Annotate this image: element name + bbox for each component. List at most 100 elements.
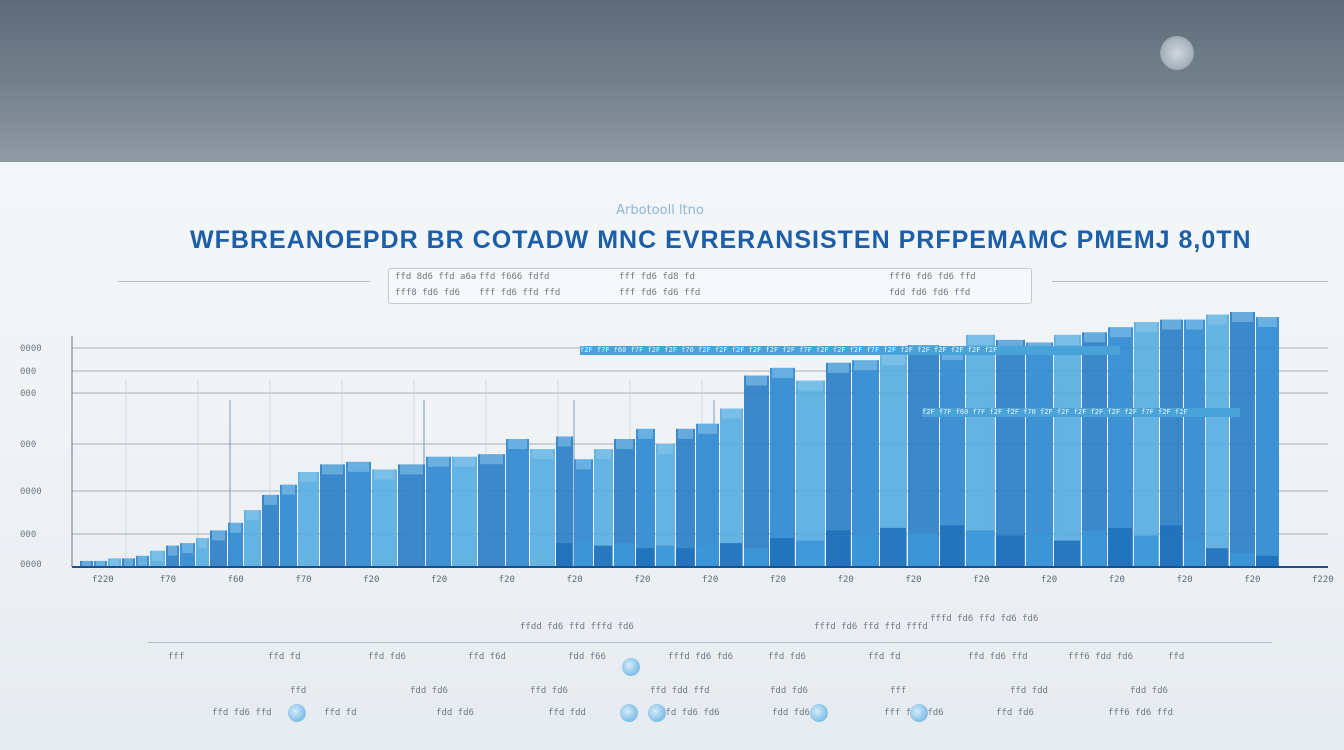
bar (770, 367, 795, 566)
footer-cell: ffd f6d (468, 652, 506, 662)
y-tick-label: 000 (20, 440, 37, 450)
bar-cap (772, 367, 793, 378)
bar (1054, 334, 1081, 566)
bar-cap (400, 464, 423, 475)
bar-secondary (1184, 540, 1204, 566)
bar-cap (558, 436, 571, 447)
footer-cell: ffd fd6 (768, 652, 806, 662)
bar-secondary (720, 543, 742, 566)
bar-cap (454, 456, 475, 467)
legend: ffd 8d6 ffd a6a fff8 fd6 fd6 ffd f666 fd… (388, 268, 1032, 304)
bar (614, 439, 635, 566)
bar-cap (798, 380, 823, 391)
bar-cap (596, 449, 611, 460)
bar (966, 334, 995, 566)
bar (1206, 314, 1229, 566)
bar-secondary (996, 535, 1024, 566)
bar-secondary (594, 545, 612, 566)
x-tick-label: f20 (769, 575, 787, 585)
bar-secondary (1206, 548, 1228, 566)
footer-cell: ffd fdd (1010, 686, 1048, 696)
bar-secondary (556, 543, 572, 566)
bar-cap (882, 355, 905, 366)
footer-cell: ffd fd6 (368, 652, 406, 662)
bar (298, 472, 319, 566)
footer-cell: fdd fd6 (1130, 686, 1168, 696)
chart-title: WFBREANOEPDR BR COTADW MNC EVRERANSISTEN… (190, 226, 1252, 254)
x-tick-label: f20 (1244, 575, 1261, 585)
marker-dot (810, 704, 828, 722)
x-tick-label: f20 (566, 575, 583, 585)
bar-cap (246, 510, 259, 521)
y-tick-label: 0000 (20, 344, 42, 354)
bar-cap (1186, 319, 1203, 330)
bar-secondary (656, 545, 674, 566)
bar-secondary (696, 545, 718, 566)
legend-item-2-bottom: fff fd6 ffd ffd (479, 288, 561, 298)
x-tick-label: f20 (363, 575, 380, 585)
bar-cap (658, 444, 673, 455)
bar (676, 428, 695, 566)
x-tick-label: f60 (227, 575, 244, 585)
x-tick-label: f220 (1312, 575, 1334, 585)
footer-cell: fdd fd6 (436, 708, 474, 718)
bar-cap (110, 558, 119, 566)
bar (1108, 327, 1133, 566)
footer-cell: fdd fd6 (770, 686, 808, 696)
bar (346, 461, 371, 566)
footer-caption: ffdd fd6 ffd fffd fd6 (520, 622, 634, 632)
bar-cap (1208, 314, 1227, 325)
y-tick-label: 000 (20, 389, 37, 399)
bar-secondary (636, 548, 654, 566)
bar-secondary (1054, 540, 1080, 566)
bar-cap (82, 560, 91, 566)
bar (594, 449, 613, 566)
bar-secondary (676, 548, 694, 566)
bar-cap (828, 362, 849, 373)
legend-item-3-bottom: fff fd6 fd6 ffd (619, 288, 701, 298)
y-tick-label: 0000 (20, 560, 42, 570)
footer-cell: ffd fd6 (530, 686, 568, 696)
footer-cell: fffd fd6 fd6 (668, 652, 734, 662)
footer-cell: ffd fd6 ffd (968, 652, 1028, 662)
footer-cell: ffd (290, 686, 307, 696)
bar-cap (300, 472, 317, 483)
ceiling-light (1160, 36, 1194, 70)
bar-cap (576, 459, 591, 470)
bar-cap (348, 461, 369, 472)
bar-cap (968, 334, 993, 345)
x-tick-label: f20 (1040, 575, 1058, 585)
bar (228, 522, 243, 566)
marker-dot (622, 658, 640, 676)
bar-secondary (966, 530, 994, 566)
bar-cap (1162, 319, 1181, 330)
x-tick-label: f20 (1108, 575, 1125, 585)
bar-cap (1232, 312, 1253, 322)
highlight-band-upper: f2F f7F f60 f7F f2F f2F f70 f2F f2F f2F … (580, 346, 1120, 355)
x-tick-label: f20 (837, 575, 854, 585)
bar-cap (998, 339, 1023, 350)
y-tick-label: 000 (20, 530, 37, 540)
y-tick-label: 0000 (20, 487, 42, 497)
bar-secondary (1082, 530, 1106, 566)
bar-secondary (852, 535, 878, 566)
bar-cap (508, 439, 527, 449)
bar (320, 464, 345, 566)
bar (372, 469, 397, 566)
bar (1256, 317, 1279, 566)
bar-cap (1110, 327, 1131, 338)
bar-cap (428, 456, 449, 467)
bar-secondary (1108, 527, 1132, 566)
bar (398, 464, 425, 566)
legend-item-4-bottom: fdd fd6 fd6 ffd (889, 288, 971, 298)
bar (1184, 319, 1205, 566)
x-tick-label: f70 (295, 575, 312, 585)
bar (996, 339, 1025, 566)
bar-cap (1136, 322, 1157, 333)
bar-secondary (826, 530, 850, 566)
bar-secondary (1256, 555, 1278, 566)
bar-cap (168, 545, 177, 556)
bar-cap (230, 522, 241, 533)
marker-dot (910, 704, 928, 722)
bar-cap (96, 560, 105, 566)
